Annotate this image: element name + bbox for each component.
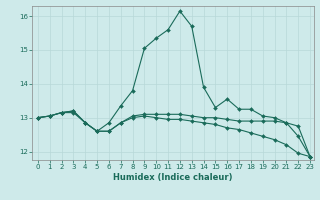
X-axis label: Humidex (Indice chaleur): Humidex (Indice chaleur) — [113, 173, 233, 182]
